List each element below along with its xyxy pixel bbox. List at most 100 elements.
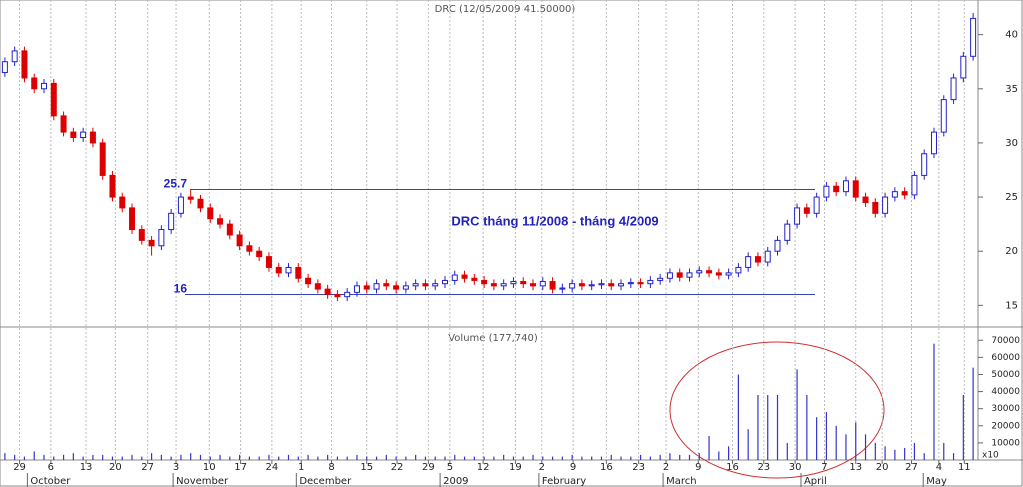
y-tick-label: 25 xyxy=(1005,192,1018,203)
candle-body xyxy=(461,274,468,279)
candle-body xyxy=(823,185,830,198)
candle-body xyxy=(598,283,605,286)
month-label: February xyxy=(542,476,586,487)
x-tick-label: 15 xyxy=(360,462,373,473)
candle-body xyxy=(891,191,898,198)
candle-body xyxy=(608,283,615,287)
candle-body xyxy=(60,115,67,133)
candle-body xyxy=(930,131,937,155)
x-tick-label: 8 xyxy=(328,462,334,473)
candle-body xyxy=(80,131,87,139)
x-tick-label: 13 xyxy=(80,462,93,473)
candle-body xyxy=(129,207,136,231)
candle-body xyxy=(109,174,116,198)
candle-body xyxy=(901,191,908,196)
x-tick-label: 12 xyxy=(477,462,490,473)
candle-body xyxy=(383,283,390,287)
y-tick-label: 40000 xyxy=(991,387,1020,397)
x-tick-label: 24 xyxy=(266,462,279,473)
y-tick-label: 60000 xyxy=(991,353,1020,363)
candle-body xyxy=(530,283,537,287)
candle-body xyxy=(647,279,654,285)
x-tick-label: 22 xyxy=(391,462,404,473)
x-tick-label: 9 xyxy=(695,462,701,473)
x-tick-label: 17 xyxy=(234,462,247,473)
candle-body xyxy=(735,266,742,274)
x-tick-label: 9 xyxy=(570,462,576,473)
candle-body xyxy=(334,294,341,298)
candle-body xyxy=(393,285,400,290)
candle-body xyxy=(226,223,233,236)
candle-body xyxy=(187,196,194,200)
x-tick-label: 29 xyxy=(13,462,26,473)
candle-body xyxy=(314,283,321,290)
month-label: 2009 xyxy=(443,476,468,487)
month-label: November xyxy=(176,476,229,487)
candle-body xyxy=(911,174,918,196)
candle-body xyxy=(422,283,429,287)
annotation: DRC tháng 11/2008 - tháng 4/2009 xyxy=(451,213,658,228)
candle-body xyxy=(99,142,106,176)
candle-body xyxy=(246,245,253,252)
candle-body xyxy=(402,285,409,290)
candle-body xyxy=(774,239,781,252)
candle-body xyxy=(657,277,664,281)
candle-body xyxy=(813,196,820,214)
candle-body xyxy=(324,288,331,296)
candle-body xyxy=(745,256,752,268)
x-tick-label: 2 xyxy=(539,462,545,473)
candle-body xyxy=(236,234,243,247)
candle-body xyxy=(539,281,546,287)
x-tick-label: 20 xyxy=(109,462,122,473)
candle-body xyxy=(940,99,947,133)
y-tick-label: 50000 xyxy=(991,370,1020,380)
x-tick-label: 11 xyxy=(958,462,971,473)
candle-body xyxy=(842,180,849,193)
candle-body xyxy=(275,266,282,274)
candle-body xyxy=(500,283,507,287)
candle-body xyxy=(412,283,419,287)
x-tick-label: 3 xyxy=(173,462,179,473)
candle-body xyxy=(882,196,889,214)
candle-body xyxy=(451,274,458,281)
candle-body xyxy=(520,281,527,285)
x-tick-label: 16 xyxy=(726,462,739,473)
candle-body xyxy=(921,153,928,176)
candle-body xyxy=(862,196,869,203)
y-tick-label: 30 xyxy=(1005,138,1018,149)
candle-body xyxy=(353,285,360,293)
volume-title: Volume (177,740) xyxy=(448,333,538,344)
candle-body xyxy=(637,282,644,285)
candle-body xyxy=(725,272,732,276)
candle-body xyxy=(970,17,977,57)
month-label: December xyxy=(299,476,352,487)
x-tick-label: 6 xyxy=(48,462,54,473)
month-label: October xyxy=(30,476,71,487)
candle-body xyxy=(559,287,566,290)
candle-body xyxy=(686,272,693,278)
y-tick-label: 30000 xyxy=(991,404,1020,414)
candle-body xyxy=(833,185,840,193)
candle-body xyxy=(490,283,497,287)
candle-body xyxy=(706,270,713,274)
x-tick-label: 27 xyxy=(141,462,154,473)
candle-body xyxy=(11,50,18,63)
candle-body xyxy=(1,61,8,74)
x-tick-label: 19 xyxy=(509,462,522,473)
x-tick-label: 23 xyxy=(757,462,770,473)
candle-body xyxy=(285,266,292,274)
candle-body xyxy=(803,207,810,214)
volume-multiplier: x10 xyxy=(982,451,999,461)
candle-body xyxy=(549,281,556,290)
candle-body xyxy=(119,196,126,209)
y-tick-label: 40 xyxy=(1005,30,1018,41)
y-tick-label: 20 xyxy=(1005,246,1018,257)
candle-body xyxy=(481,279,488,285)
x-tick-label: 27 xyxy=(905,462,918,473)
candle-body xyxy=(217,218,224,225)
x-tick-label: 30 xyxy=(789,462,802,473)
x-tick-label: 23 xyxy=(632,462,645,473)
candle-body xyxy=(70,131,77,139)
candle-body xyxy=(138,229,145,241)
